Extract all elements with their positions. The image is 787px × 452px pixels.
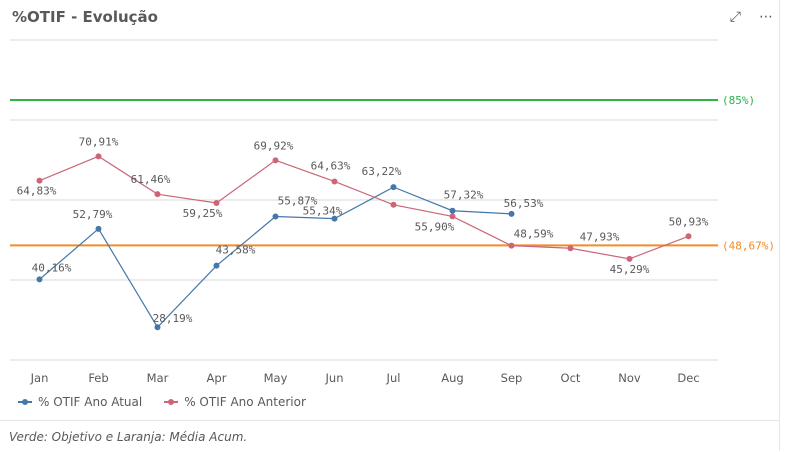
reference-lines: (85%) (48,67%): [10, 94, 775, 252]
data-point: [567, 245, 574, 252]
x-tick-label: Mar: [147, 371, 169, 385]
gridlines: [10, 39, 718, 361]
data-point: [685, 233, 692, 240]
data-point: [449, 213, 456, 220]
expand-icon[interactable]: ⤢: [729, 9, 741, 25]
data-point: [213, 262, 220, 269]
x-tick-label: Sep: [501, 371, 523, 385]
data-point: [508, 210, 515, 217]
data-label: 55,34%: [303, 205, 343, 218]
header-icons: ⤢ ⋯: [730, 8, 773, 26]
chart-title: %OTIF - Evolução: [12, 8, 158, 26]
data-label: 64,63%: [311, 159, 351, 172]
data-label: 61,46%: [131, 173, 171, 186]
data-point: [95, 153, 102, 160]
data-label: 55,90%: [415, 220, 455, 233]
data-label: 57,32%: [444, 189, 484, 202]
x-axis-ticks: Jan Feb Mar Apr May Jun Jul Aug Sep Oct Nov Dec: [30, 371, 700, 385]
data-point: [390, 201, 397, 208]
more-icon[interactable]: ⋯: [759, 9, 773, 25]
data-label: 52,79%: [73, 208, 113, 221]
panel-right-border: [779, 0, 780, 451]
x-tick-label: Oct: [561, 371, 581, 385]
x-tick-label: Dec: [677, 371, 699, 385]
legend-swatch-anterior: [164, 397, 179, 407]
data-point: [331, 215, 338, 222]
data-label: 50,93%: [669, 215, 709, 228]
data-label: 70,91%: [79, 135, 119, 148]
data-point: [390, 184, 397, 191]
data-label: 28,19%: [153, 312, 193, 325]
data-point: [331, 178, 338, 185]
data-label: 43,58%: [216, 244, 256, 257]
footer: Verde: Objetivo e Laranja: Média Acum.: [0, 420, 780, 452]
data-label: 40,16%: [32, 261, 72, 274]
data-point: [449, 207, 456, 214]
data-point: [154, 191, 161, 198]
x-tick-label: Jan: [30, 371, 49, 385]
data-label: 55,87%: [278, 195, 318, 208]
data-point: [154, 324, 161, 331]
data-point: [272, 213, 279, 220]
x-tick-label: Aug: [441, 371, 463, 385]
footnote: Verde: Objetivo e Laranja: Média Acum.: [9, 430, 248, 444]
legend-item-atual[interactable]: % OTIF Ano Atual: [18, 395, 142, 409]
data-point: [213, 200, 220, 206]
data-label: 48,59%: [514, 228, 554, 241]
x-tick-label: May: [264, 371, 288, 385]
legend-label-atual: % OTIF Ano Atual: [38, 395, 143, 409]
x-tick-label: Jul: [386, 371, 401, 385]
legend-label-anterior: % OTIF Ano Anterior: [184, 395, 306, 409]
reference-label: (85%): [722, 94, 755, 107]
data-label: 69,92%: [254, 139, 294, 152]
legend: % OTIF Ano Atual % OTIF Ano Anterior: [18, 395, 306, 409]
x-tick-label: Apr: [207, 371, 227, 385]
data-point: [95, 225, 102, 232]
x-tick-label: Jun: [325, 371, 344, 385]
data-point: [508, 242, 515, 249]
reference-label: (48,67%): [722, 239, 775, 252]
series-line: [39, 155, 689, 260]
data-label: 64,83%: [17, 185, 57, 198]
series-lines: 40,16% 52,79% 28,19% 43,58% 55,87%55,34% 63,2…: [17, 135, 709, 331]
data-label: 47,93%: [580, 230, 620, 243]
data-point: [36, 276, 43, 283]
data-label: 56,53%: [504, 197, 544, 210]
legend-item-anterior[interactable]: % OTIF Ano Anterior: [164, 395, 306, 409]
data-point: [626, 255, 633, 262]
x-tick-label: Feb: [88, 371, 108, 385]
data-point: [36, 177, 43, 184]
data-label: 45,29%: [610, 263, 650, 276]
data-point: [272, 157, 279, 164]
line-chart: (85%) (48,67%) 40,16% 52,79% 28,19% 43,58% 55…: [10, 39, 775, 385]
data-label: 63,22%: [362, 165, 402, 178]
data-label: 59,25%: [183, 207, 223, 220]
legend-swatch-atual: [18, 397, 32, 407]
x-tick-label: Nov: [618, 371, 641, 385]
